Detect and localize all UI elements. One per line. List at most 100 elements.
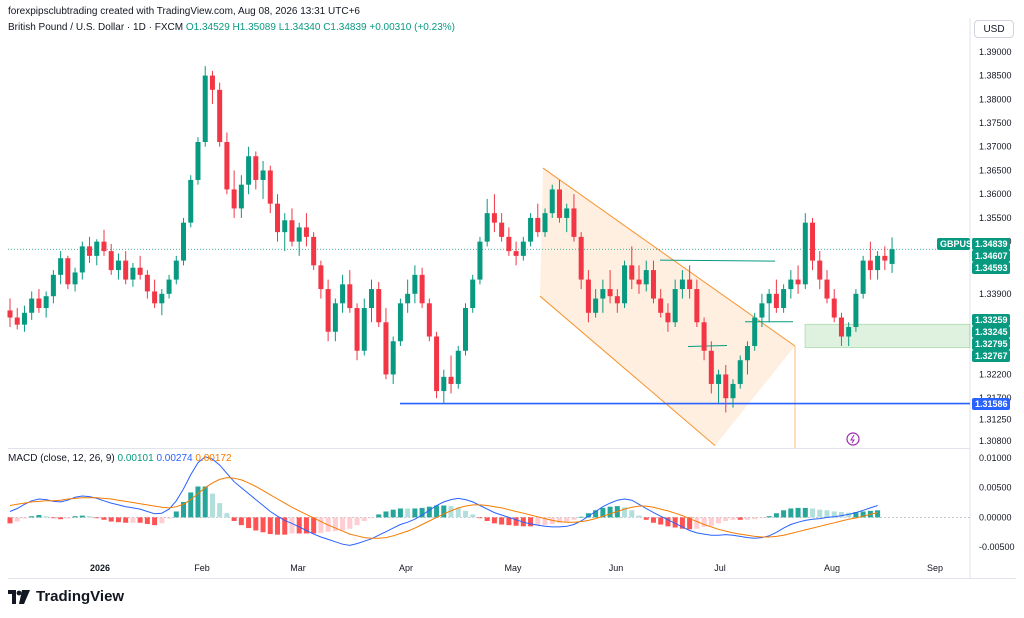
macd-histogram-bar bbox=[267, 517, 273, 535]
price-tag: 1.33245 bbox=[972, 326, 1010, 338]
macd-value-macd: 0.00274 bbox=[156, 453, 193, 464]
candle-body bbox=[209, 75, 215, 90]
candle bbox=[650, 260, 656, 304]
candle-body bbox=[282, 220, 288, 233]
candle-body bbox=[72, 272, 78, 285]
currency-button[interactable]: USD bbox=[974, 20, 1014, 38]
macd-histogram-bar bbox=[369, 517, 374, 519]
candle bbox=[766, 289, 772, 323]
price-tick-label: 1.33900 bbox=[979, 289, 1012, 299]
price-tick-label: 1.30800 bbox=[979, 436, 1012, 446]
candle bbox=[209, 70, 215, 105]
candle bbox=[860, 255, 866, 299]
candle bbox=[622, 260, 628, 309]
macd-histogram-bar bbox=[556, 517, 562, 523]
candle bbox=[332, 298, 338, 342]
candle-body bbox=[658, 298, 664, 313]
macd-histogram-bar bbox=[723, 517, 729, 521]
macd-legend[interactable]: MACD (close, 12, 26, 9) 0.00101 0.00274 … bbox=[8, 453, 232, 464]
ohlc-close: C1.34839 bbox=[323, 22, 367, 33]
candle bbox=[354, 303, 360, 361]
macd-histogram-bar bbox=[462, 510, 468, 518]
macd-histogram-bar bbox=[759, 517, 765, 519]
candle-body bbox=[426, 303, 432, 337]
candle-body bbox=[694, 289, 700, 323]
candle-body bbox=[824, 279, 830, 299]
candle-body bbox=[390, 341, 396, 375]
candle bbox=[123, 251, 129, 285]
ohlc-low: L1.34340 bbox=[278, 22, 321, 33]
candle bbox=[759, 293, 765, 328]
candle-body bbox=[455, 350, 461, 384]
candle-body bbox=[144, 274, 150, 292]
candle-body bbox=[737, 360, 743, 384]
candle-body bbox=[296, 227, 302, 242]
macd-histogram-bar bbox=[217, 503, 223, 518]
macd-line bbox=[9, 456, 878, 546]
candle-body bbox=[730, 383, 736, 399]
price-tag-box bbox=[972, 398, 1010, 410]
macd-histogram-bar bbox=[470, 514, 476, 518]
candle-body bbox=[267, 170, 273, 204]
candle-body bbox=[752, 317, 758, 346]
candle-body bbox=[188, 179, 194, 223]
candle bbox=[795, 265, 801, 294]
price-tick-label: 1.36000 bbox=[979, 189, 1012, 199]
candle-body bbox=[781, 289, 787, 309]
candle bbox=[14, 308, 20, 330]
candle bbox=[282, 213, 288, 252]
macd-histogram-bar bbox=[419, 507, 425, 518]
macd-histogram-bar bbox=[296, 517, 302, 534]
macd-histogram-bar bbox=[875, 510, 881, 518]
candle-body bbox=[593, 298, 599, 313]
candle-body bbox=[159, 293, 165, 304]
price-tag-value: 1.32795 bbox=[975, 339, 1008, 349]
macd-histogram-bar bbox=[202, 486, 208, 518]
macd-histogram-bar bbox=[354, 517, 360, 526]
macd-histogram-bar bbox=[513, 517, 519, 526]
candle-body bbox=[123, 260, 129, 280]
candle bbox=[506, 227, 512, 256]
macd-histogram-bar bbox=[289, 517, 295, 534]
symbol-legend[interactable]: British Pound / U.S. Dollar · 1D · FXCM … bbox=[8, 22, 455, 33]
candle bbox=[875, 251, 881, 280]
macd-histogram-bar bbox=[7, 517, 13, 524]
candle bbox=[462, 303, 468, 356]
candle bbox=[166, 274, 172, 299]
macd-histogram-bar bbox=[72, 516, 78, 518]
time-tick-label: 2026 bbox=[90, 563, 110, 573]
candle bbox=[694, 279, 700, 328]
candle bbox=[347, 270, 353, 313]
macd-histogram-bar bbox=[817, 509, 823, 518]
macd-histogram-bar bbox=[730, 517, 736, 520]
candle-body bbox=[441, 376, 447, 392]
macd-histogram-bar bbox=[701, 517, 707, 527]
macd-histogram-bar bbox=[802, 507, 808, 518]
candle-body bbox=[434, 336, 440, 392]
candle-body bbox=[332, 303, 338, 332]
candle bbox=[730, 379, 736, 408]
tradingview-logo[interactable]: TradingView bbox=[8, 588, 124, 605]
macd-histogram-bar bbox=[260, 517, 266, 533]
candle-body bbox=[506, 236, 512, 252]
candle-body bbox=[636, 279, 642, 285]
candle-body bbox=[513, 251, 519, 256]
candle bbox=[231, 170, 237, 218]
price-tick-label: 1.37500 bbox=[979, 118, 1012, 128]
candle-body bbox=[87, 246, 93, 256]
macd-histogram-bar bbox=[506, 517, 512, 526]
candle bbox=[744, 341, 750, 375]
macd-histogram-bar bbox=[173, 511, 179, 518]
macd-histogram-bar bbox=[231, 517, 237, 521]
candle-body bbox=[817, 260, 823, 280]
time-tick-label: Sep bbox=[927, 563, 943, 573]
candle-body bbox=[528, 217, 534, 242]
candle-body bbox=[889, 249, 895, 264]
macd-histogram-bar bbox=[535, 517, 541, 526]
candle-body bbox=[831, 298, 837, 318]
price-tag-value: 1.31586 bbox=[975, 399, 1008, 409]
candle bbox=[513, 241, 519, 266]
candle-body bbox=[14, 317, 20, 325]
candle bbox=[658, 289, 664, 318]
